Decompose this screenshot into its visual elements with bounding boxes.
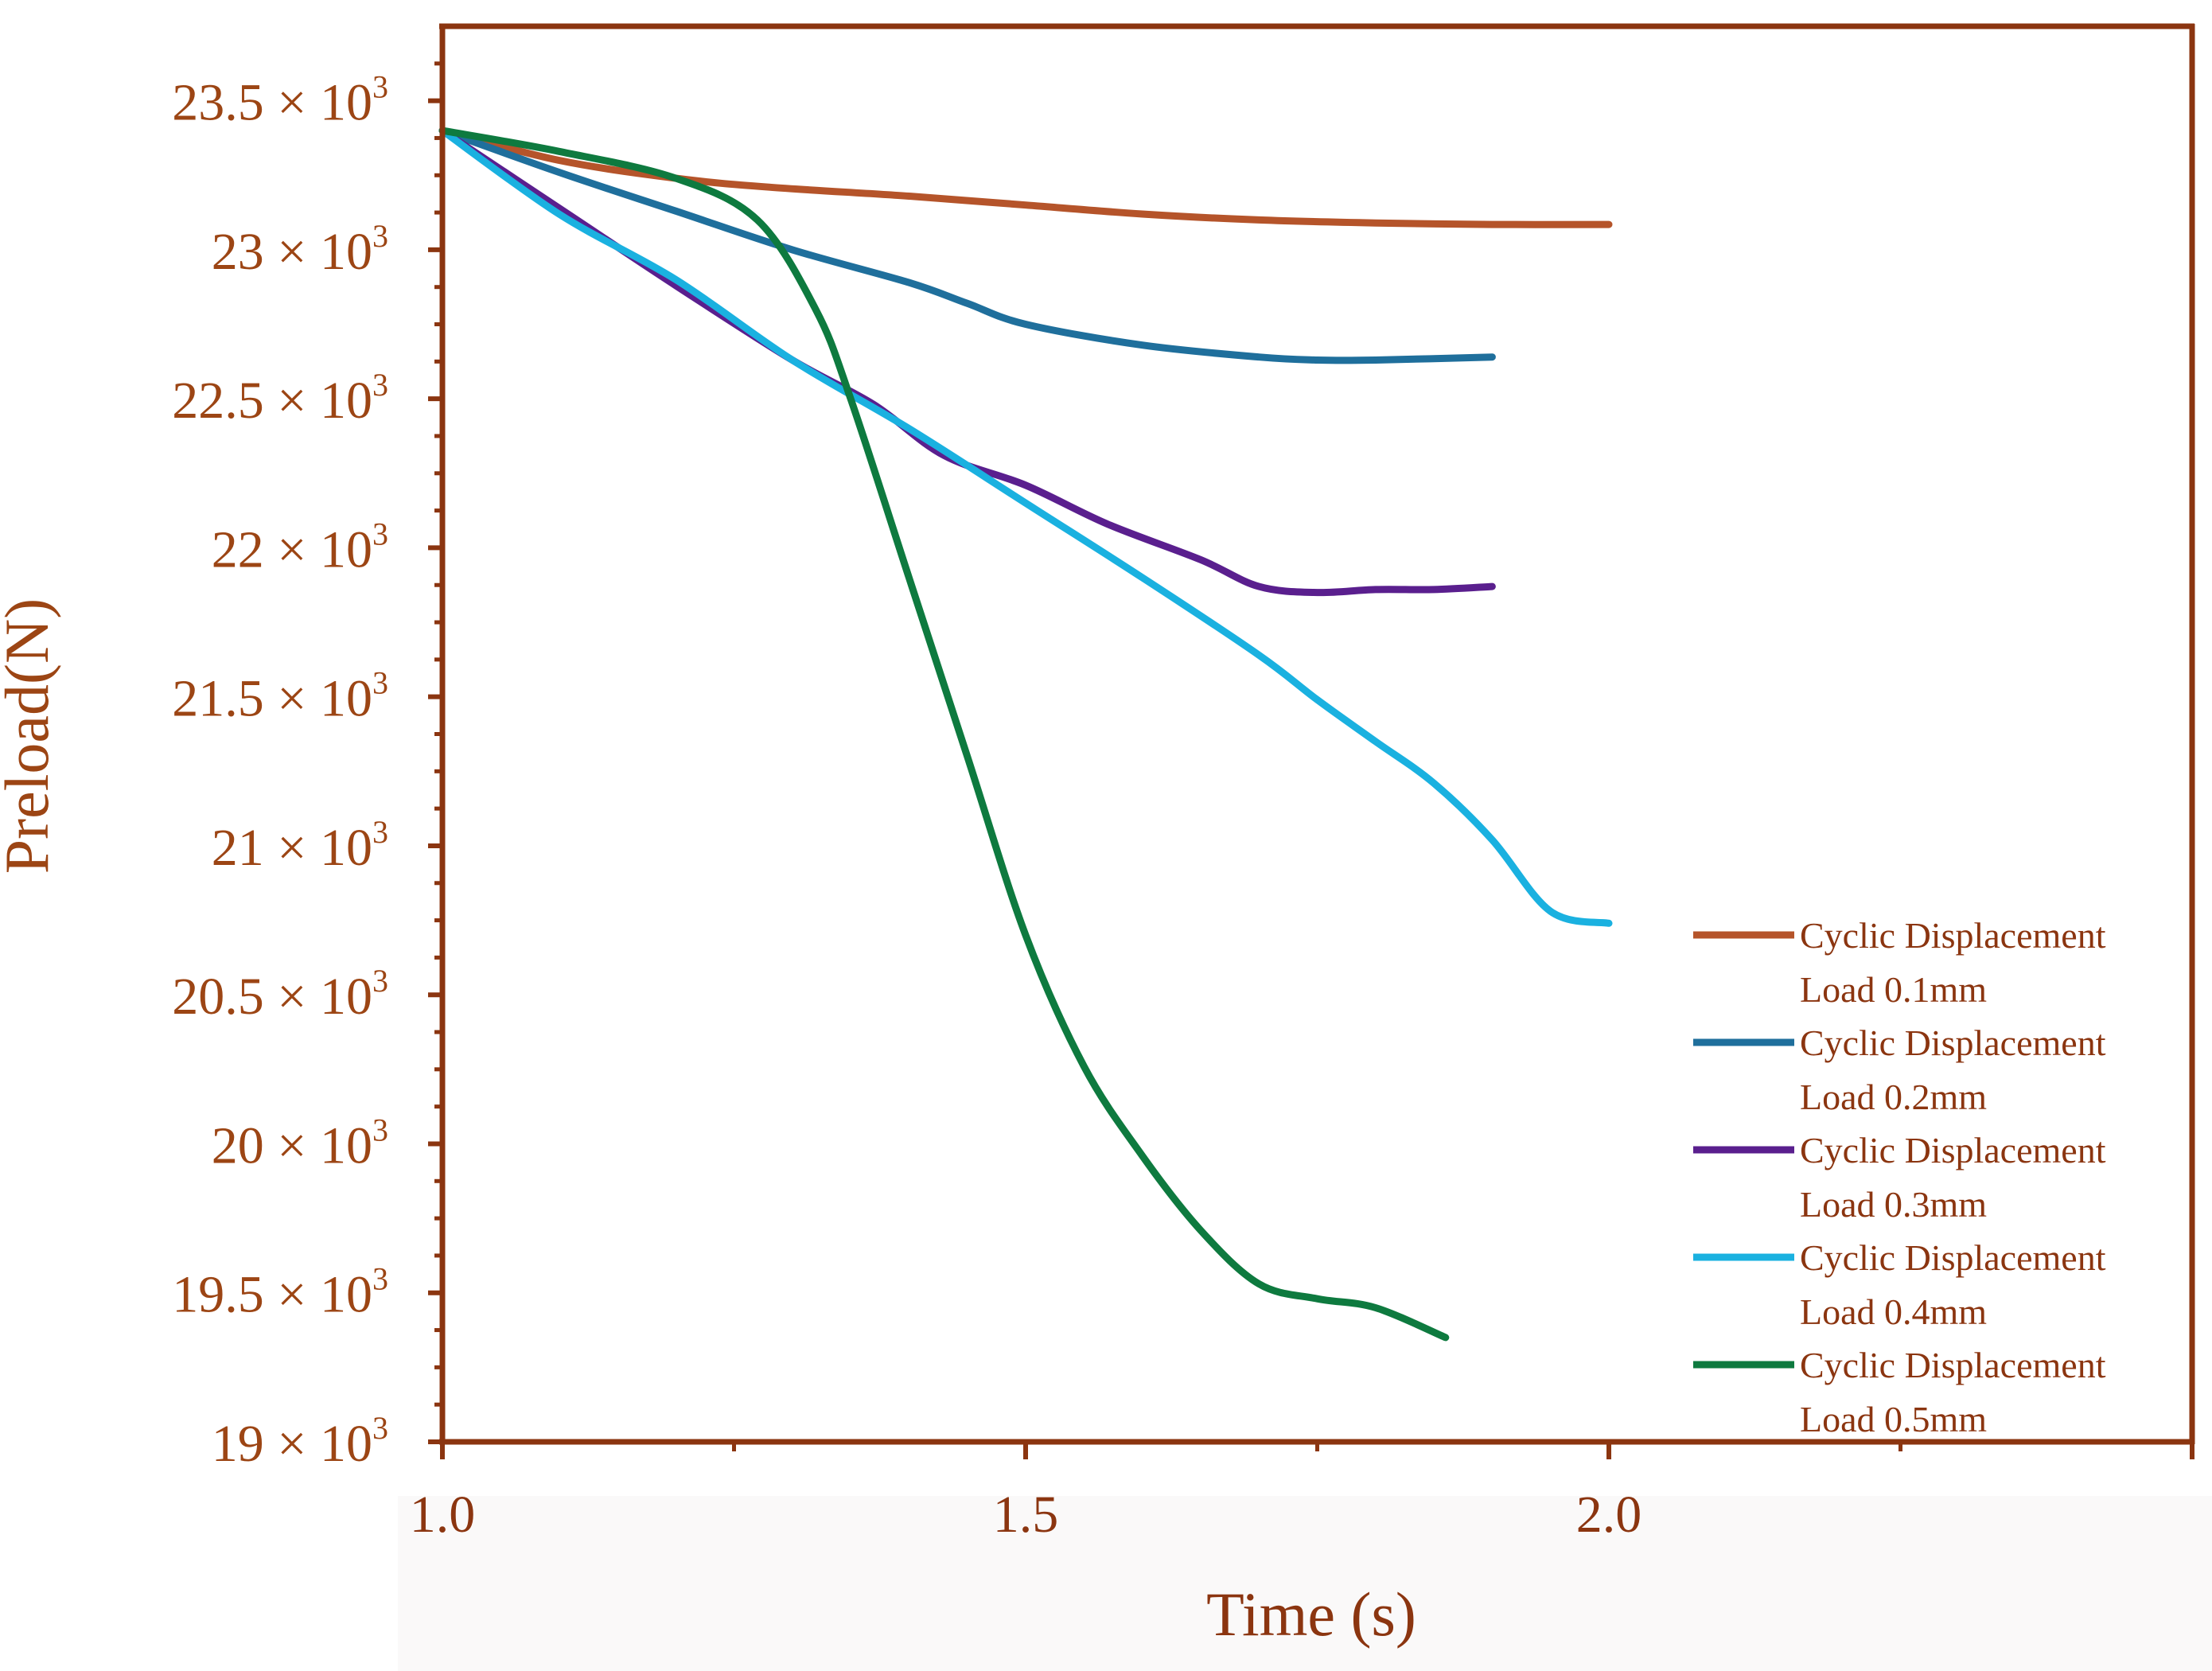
legend-sublabel-4: Load 0.4mm [1800, 1291, 1987, 1332]
x-tick-label: 2.0 [1576, 1486, 1642, 1544]
y-tick-label: 20 × 103 [212, 1112, 388, 1174]
legend-label-2: Cyclic Displacement [1800, 1022, 2106, 1063]
watermark-panel [398, 1496, 2212, 1671]
legend-label-3: Cyclic Displacement [1800, 1130, 2106, 1170]
x-tick-label: 1.0 [410, 1486, 476, 1544]
y-tick-label: 22.5 × 103 [172, 367, 388, 430]
y-tick-label: 23 × 103 [212, 218, 388, 281]
legend-label-1: Cyclic Displacement [1800, 915, 2106, 956]
legend-sublabel-1: Load 0.1mm [1800, 969, 1987, 1010]
x-axis-title: Time (s) [1206, 1579, 1416, 1649]
legend-label-4: Cyclic Displacement [1800, 1237, 2106, 1278]
series-line-3 [438, 127, 1496, 597]
y-tick-label: 23.5 × 103 [172, 69, 388, 132]
series-line-4 [438, 127, 1613, 927]
series-line-2 [438, 127, 1496, 364]
legend-sublabel-2: Load 0.2mm [1800, 1077, 1987, 1117]
axis-titles: Preload(N) Time (s) [0, 598, 1416, 1649]
series-line-1 [438, 127, 1613, 228]
y-tick-label: 19.5 × 103 [172, 1261, 388, 1324]
legend-sublabel-5: Load 0.5mm [1800, 1399, 1987, 1439]
x-ticks: 1.0 1.5 2.0 [410, 1442, 2194, 1544]
y-tick-label: 21.5 × 103 [172, 665, 388, 728]
legend-label-5: Cyclic Displacement [1800, 1345, 2106, 1385]
legend: Cyclic Displacement Load 0.1mm Cyclic Disp… [1693, 915, 2106, 1439]
y-tick-label: 19 × 103 [212, 1410, 388, 1473]
legend-sublabel-3: Load 0.3mm [1800, 1184, 1987, 1225]
x-tick-label: 1.5 [993, 1486, 1059, 1544]
axes [439, 23, 2195, 1445]
y-tick-label: 22 × 103 [212, 516, 388, 578]
series-line-5 [438, 127, 1450, 1342]
y-ticks: 19 × 103 19.5 × 103 20 × 103 20.5 × 103 21 ×… [172, 61, 442, 1473]
y-tick-label: 21 × 103 [212, 814, 388, 877]
y-tick-label: 20.5 × 103 [172, 963, 388, 1026]
series-lines [438, 127, 1613, 1342]
y-axis-title: Preload(N) [0, 598, 61, 874]
